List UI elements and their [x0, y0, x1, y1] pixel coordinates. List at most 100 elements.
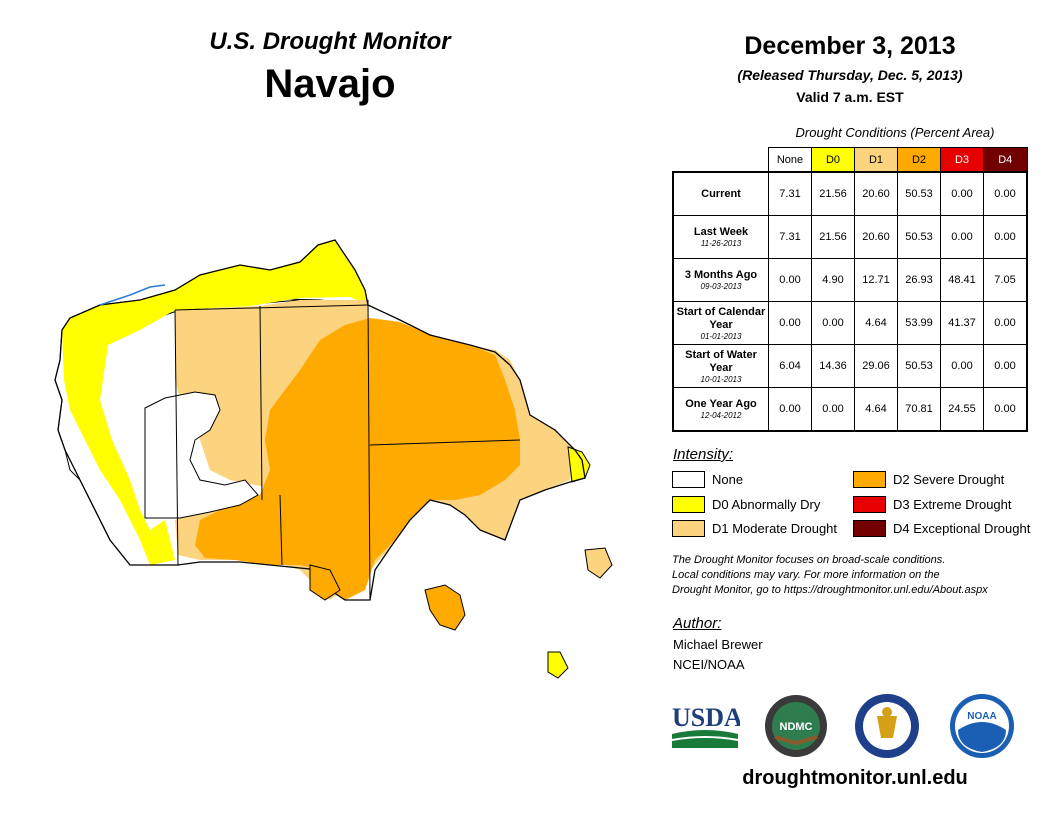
- cell: 0.00: [811, 387, 855, 432]
- river: [99, 284, 166, 306]
- cell: 0.00: [940, 171, 984, 216]
- release-date: (Released Thursday, Dec. 5, 2013): [737, 67, 963, 83]
- note-line: Drought Monitor, go to https://droughtmo…: [672, 584, 988, 596]
- cell: 50.53: [897, 344, 941, 388]
- svg-text:NDMC: NDMC: [780, 721, 813, 733]
- legend-item-d0: D0 Abnormally Dry: [672, 496, 820, 513]
- legend-swatch: [853, 471, 886, 488]
- cell: 14.36: [811, 344, 855, 388]
- legend-swatch: [672, 496, 705, 513]
- col-header-d4: D4: [983, 147, 1028, 173]
- cell: 29.06: [854, 344, 898, 388]
- legend-item-d4: D4 Exceptional Drought: [853, 520, 1030, 537]
- legend-label: D2 Severe Drought: [893, 472, 1005, 487]
- map-island-2: [309, 564, 341, 601]
- legend-swatch: [672, 471, 705, 488]
- cell: 0.00: [768, 387, 812, 432]
- legend-label: None: [712, 472, 744, 487]
- table-header-row: None D0 D1 D2 D3 D4: [673, 147, 1028, 173]
- cell: 0.00: [983, 171, 1028, 216]
- map-title: U.S. Drought Monitor: [209, 28, 451, 55]
- legend-item-d3: D3 Extreme Drought: [853, 496, 1012, 513]
- col-header-none: None: [768, 147, 812, 173]
- row-label: Start of Calendar Year 01-01-2013: [672, 301, 769, 345]
- cell: 4.64: [854, 387, 898, 432]
- svg-text:NOAA: NOAA: [967, 711, 996, 722]
- note-line: The Drought Monitor focuses on broad-sca…: [672, 554, 946, 566]
- cell: 0.00: [983, 387, 1028, 432]
- cell: 70.81: [897, 387, 941, 432]
- map-outline: [54, 239, 586, 601]
- noaa-logo: NOAA: [950, 694, 1014, 758]
- map-region-none-west: [144, 391, 259, 519]
- cell: 48.41: [940, 258, 984, 302]
- table-row: One Year Ago 12-04-2012 0.00 0.00 4.64 70…: [672, 387, 1028, 432]
- legend-label: D0 Abnormally Dry: [712, 497, 821, 512]
- map-region-d0-east: [567, 446, 591, 483]
- valid-time: Valid 7 a.m. EST: [796, 89, 904, 105]
- map-date: December 3, 2013: [744, 32, 956, 60]
- commerce-seal-logo: [855, 694, 919, 758]
- website-link[interactable]: droughtmonitor.unl.edu: [742, 767, 968, 789]
- legend-swatch: [853, 496, 886, 513]
- drought-stats-table: None D0 D1 D2 D3 D4 Current 7.31 21.56 2…: [672, 147, 1028, 432]
- author-heading: Author:: [673, 615, 722, 632]
- cell: 21.56: [811, 215, 855, 259]
- legend-swatch: [672, 520, 705, 537]
- cell: 4.64: [854, 301, 898, 345]
- col-header-d0: D0: [811, 147, 855, 173]
- map-region-d2: [195, 318, 520, 600]
- note-line: Local conditions may vary. For more info…: [672, 569, 940, 581]
- disclaimer-note: The Drought Monitor focuses on broad-sca…: [672, 553, 1052, 598]
- map-island-4: [547, 651, 569, 679]
- cell: 0.00: [940, 215, 984, 259]
- map-island-3: [584, 547, 613, 579]
- cell: 0.00: [983, 301, 1028, 345]
- legend-label: D3 Extreme Drought: [893, 497, 1012, 512]
- legend-swatch: [853, 520, 886, 537]
- cell: 50.53: [897, 171, 941, 216]
- table-row: Current 7.31 21.56 20.60 50.53 0.00 0.00: [672, 171, 1028, 216]
- cell: 0.00: [940, 344, 984, 388]
- cell: 26.93: [897, 258, 941, 302]
- row-label: Start of Water Year 10-01-2013: [672, 344, 769, 388]
- legend-item-d1: D1 Moderate Drought: [672, 520, 837, 537]
- cell: 20.60: [854, 215, 898, 259]
- cell: 0.00: [768, 301, 812, 345]
- legend-label: D1 Moderate Drought: [712, 521, 838, 536]
- cell: 50.53: [897, 215, 941, 259]
- map-island-1: [424, 584, 466, 631]
- author-org: NCEI/NOAA: [673, 657, 745, 672]
- cell: 12.71: [854, 258, 898, 302]
- author-name: Michael Brewer: [673, 637, 763, 652]
- cell: 7.31: [768, 215, 812, 259]
- cell: 24.55: [940, 387, 984, 432]
- cell: 0.00: [811, 301, 855, 345]
- row-label: 3 Months Ago 09-03-2013: [672, 258, 769, 302]
- col-header-d1: D1: [854, 147, 898, 173]
- map-region-d0: [62, 240, 368, 565]
- table-corner: [673, 147, 769, 172]
- cell: 21.56: [811, 171, 855, 216]
- svg-text:USDA: USDA: [672, 703, 740, 732]
- legend-item-d2: D2 Severe Drought: [853, 471, 1004, 488]
- table-row: Last Week 11-26-2013 7.31 21.56 20.60 50.…: [672, 215, 1028, 259]
- cell: 20.60: [854, 171, 898, 216]
- cell: 53.99: [897, 301, 941, 345]
- cell: 0.00: [983, 215, 1028, 259]
- cell: 7.05: [983, 258, 1028, 302]
- table-row: Start of Water Year 10-01-2013 6.04 14.36…: [672, 344, 1028, 388]
- usda-logo: USDA: [671, 703, 740, 748]
- row-label: One Year Ago 12-04-2012: [672, 387, 769, 432]
- table-caption: Drought Conditions (Percent Area): [795, 125, 995, 140]
- row-label: Last Week 11-26-2013: [672, 215, 769, 259]
- col-header-d3: D3: [940, 147, 984, 173]
- row-label: Current: [672, 171, 769, 216]
- legend-heading: Intensity:: [673, 446, 734, 463]
- cell: 6.04: [768, 344, 812, 388]
- ndmc-logo: NDMC: [765, 695, 827, 757]
- legend-label: D4 Exceptional Drought: [893, 521, 1031, 536]
- region-title: Navajo: [264, 62, 396, 106]
- cell: 0.00: [983, 344, 1028, 388]
- table-row: 3 Months Ago 09-03-2013 0.00 4.90 12.71 2…: [672, 258, 1028, 302]
